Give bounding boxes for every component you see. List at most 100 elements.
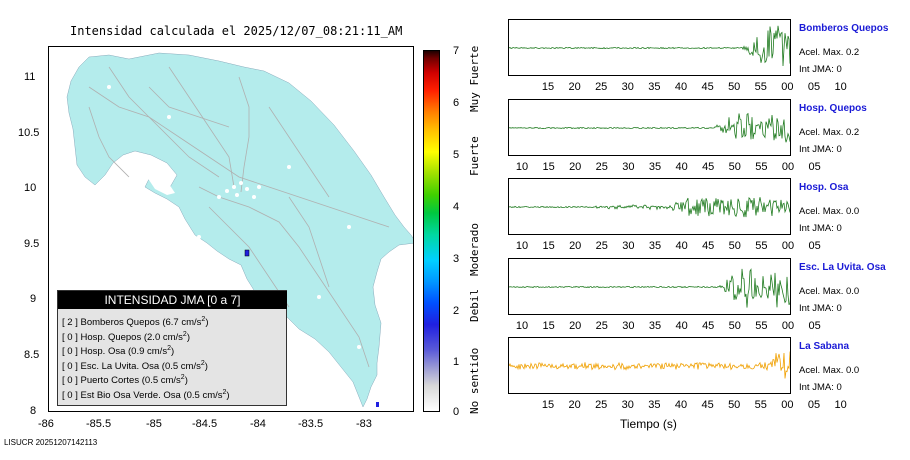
seismogram-panel[interactable] [508,337,791,394]
station-marker [376,402,379,407]
map-y-tick: 11 [24,71,36,83]
station-name: Bomberos Quepos [799,23,889,34]
map-title: Intensidad calculada el 2025/12/07_08:21… [70,24,403,38]
seismogram-panel[interactable] [508,99,791,156]
time-tick: 55 [754,399,767,411]
station-intensity: Int JMA: 0 [799,144,842,155]
map-y-tick: 10.5 [18,127,40,139]
waveform-trace [509,25,790,67]
time-tick: 35 [648,81,661,93]
time-tick: 50 [728,240,741,252]
time-tick: 20 [569,161,582,173]
map-y-tick: 8 [30,405,37,417]
map-y-tick: 10 [24,182,37,194]
time-tick: 40 [675,320,688,332]
station-intensity: Int JMA: 0 [799,382,842,393]
panel-time-ticks: 10 15 20 25 30 35 40 45 50 55 00 05 [508,240,821,252]
map-y-tick: 8.5 [24,349,40,361]
land-area [66,52,413,408]
time-axis-label: Tiempo (s) [620,417,677,431]
time-tick: 10 [515,240,529,252]
colorbar-number: 5 [453,149,460,161]
time-tick: 40 [675,240,688,252]
time-tick: 25 [595,399,608,411]
nicoya-gulf [147,173,175,195]
map-x-tick: -83 [356,418,372,430]
map-x-tick: -86 [38,418,54,430]
station-accel: Acel. Max. 0.0 [799,286,860,297]
panel-time-ticks: 15 20 25 30 35 40 45 50 55 00 05 10 [508,81,847,93]
time-tick: 45 [701,81,714,93]
time-tick: 15 [542,161,555,173]
time-tick: 25 [595,161,608,173]
station-accel: Acel. Max. 0.0 [799,365,860,376]
time-tick: 10 [515,320,529,332]
time-tick: 00 [781,161,795,173]
waveform-plot [509,351,790,379]
legend-row: [ 0 ] Hosp. Quepos (2.0 cm/s2) [62,331,190,344]
colorbar-number: 2 [453,305,460,317]
colorbar-label: No sentido [468,347,481,414]
legend-row: [ 2 ] Bomberos Quepos (6.7 cm/s2) [62,316,209,329]
time-tick: 10 [834,81,847,93]
time-tick: 10 [515,161,529,173]
time-tick: 30 [621,81,634,93]
seismogram-panel[interactable] [508,178,791,235]
legend-row: [ 0 ] Hosp. Osa (0.9 cm/s2) [62,345,175,358]
map-x-tick: -85 [146,418,162,430]
legend-row: [ 0 ] Puerto Cortes (0.5 cm/s2) [62,374,188,387]
colorbar-label: Muy Fuerte [468,45,481,112]
time-tick: 05 [808,161,821,173]
time-tick: 20 [568,81,581,93]
colorbar-label: Debil [468,288,481,322]
station-intensity: Int JMA: 0 [799,223,842,234]
footer-id: LISUCR 20251207142113 [4,438,98,447]
time-tick: 15 [541,81,555,93]
station-marker [244,249,250,257]
time-tick: 30 [622,320,635,332]
seismogram-panel[interactable] [508,19,791,76]
map-x-tick: -84 [250,418,266,430]
station-points [107,85,361,349]
time-tick: 20 [569,320,582,332]
time-tick: 00 [781,240,795,252]
station-accel: Acel. Max. 0.2 [799,127,860,138]
seismogram-panel[interactable] [508,258,791,315]
station-accel: Acel. Max. 0.0 [799,206,860,217]
time-tick: 30 [622,240,635,252]
time-tick: 05 [808,320,821,332]
waveform-trace [509,112,790,143]
time-tick: 05 [807,81,821,93]
time-tick: 35 [648,320,662,332]
time-tick: 30 [621,399,634,411]
panel-time-ticks: 10 15 20 25 30 35 40 45 50 55 00 05 [508,320,821,332]
time-tick: 25 [595,81,608,93]
time-tick: 15 [541,399,555,411]
time-tick: 05 [807,399,821,411]
time-tick: 25 [595,320,608,332]
time-tick: 45 [702,320,715,332]
panel-time-ticks: 10 15 20 25 30 35 40 45 50 55 00 05 [508,161,821,173]
time-tick: 55 [755,240,768,252]
time-tick: 35 [648,161,662,173]
waveform-trace [509,197,790,218]
time-tick: 50 [728,81,741,93]
time-tick: 45 [702,240,715,252]
legend-row: [ 0 ] Esc. La Uvita. Osa (0.5 cm/s2) [62,360,208,373]
time-tick: 40 [674,399,688,411]
station-name: Esc. La Uvita. Osa [799,262,886,273]
waveform-plot [509,197,790,218]
time-tick: 55 [754,81,767,93]
station-intensity: Int JMA: 0 [799,303,842,314]
time-tick: 40 [675,161,688,173]
legend-row: [ 0 ] Est Bio Osa Verde. Osa (0.5 cm/s2) [62,389,230,402]
time-tick: 05 [808,240,821,252]
colorbar-number: 3 [453,253,460,265]
time-tick: 50 [728,320,741,332]
time-tick: 30 [622,161,635,173]
map-x-tick: -83.5 [298,418,324,430]
time-tick: 20 [569,240,582,252]
panel-time-ticks: 15 20 25 30 35 40 45 50 55 00 05 10 [508,399,847,411]
colorbar-number: 0 [453,406,460,418]
waveform-plot [509,112,790,143]
